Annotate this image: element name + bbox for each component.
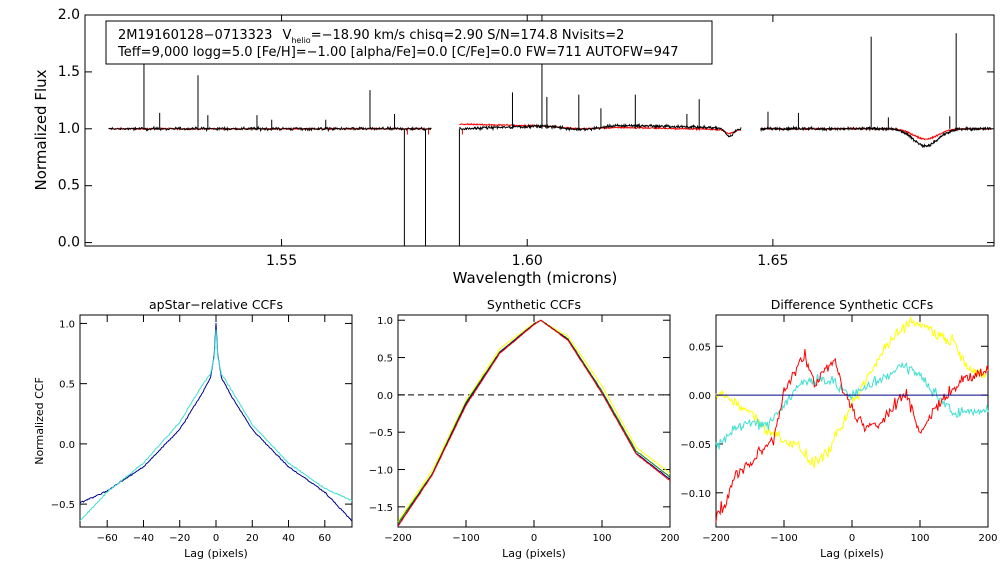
spectrum-ytick-label: 0.5 xyxy=(58,178,80,194)
ccf-difference-xtick-label: −100 xyxy=(770,533,797,544)
spectrum-ytick-label: 2.0 xyxy=(58,7,80,23)
ccf-synthetic-ytick-label: −0.5 xyxy=(369,428,393,439)
ccf-apstar-series xyxy=(79,323,353,522)
ccf-synthetic-ytick-label: 0.0 xyxy=(377,391,393,402)
spectrum-xtick-label: 1.65 xyxy=(757,253,788,269)
ccf-apstar-xtick-label: −60 xyxy=(97,533,118,544)
ccf-apstar-xlabel: Lag (pixels) xyxy=(184,547,248,560)
ccf-apstar-line-visit2 xyxy=(79,329,353,521)
ccf-apstar-ytick-label: 1.0 xyxy=(59,319,75,330)
ccf-apstar-ytick-label: 0.5 xyxy=(59,380,75,391)
spectrum-ticks: 1.55 1.60 1.65 0.0 0.5 1.0 1.5 2.0 xyxy=(58,7,994,269)
spectrum-axes-frame xyxy=(84,14,995,247)
ccf-synthetic-panel: −200 −100 0 100 200 −1.5 −1.0 −0.5 0.0 0.5 1.0 Syn… xyxy=(369,297,680,560)
ccf-synthetic-ytick-label: 1.0 xyxy=(377,316,393,327)
ccf-difference-xtick-label: −200 xyxy=(702,533,729,544)
ccf-apstar-xtick-label: −40 xyxy=(133,533,154,544)
spectrum-ytick-label: 1.5 xyxy=(58,64,80,80)
ccf-apstar-ticks: −60 −40 −20 0 20 40 60 −0.5 0.0 0.5 1.0 xyxy=(51,315,352,544)
ccf-apstar-ytick-label: 0.0 xyxy=(59,440,75,451)
ccf-synthetic-series xyxy=(397,319,671,527)
spectrum-observed-line xyxy=(760,125,992,149)
ccf-difference-xtick-label: 0 xyxy=(849,533,855,544)
annotation-v-rest: =−18.90 km/s chisq=2.90 S/N=174.8 Nvisit… xyxy=(311,28,625,43)
ccf-difference-ytick-label: −0.05 xyxy=(680,440,711,451)
ccf-difference-title: Difference Synthetic CCFs xyxy=(771,297,934,312)
ccf-difference-ytick-label: 0.05 xyxy=(689,342,711,353)
ccf-synthetic-xtick-label: 0 xyxy=(531,533,537,544)
ccf-apstar-panel: −60 −40 −20 0 20 40 60 −0.5 0.0 0.5 1.0 apStar−rel… xyxy=(33,297,353,560)
ccf-apstar-ytick-label: −0.5 xyxy=(51,500,75,511)
ccf-synthetic-ytick-label: 0.5 xyxy=(377,354,393,365)
ccf-apstar-ylabel: Normalized CCF xyxy=(33,377,46,465)
ccf-difference-ytick-label: 0.00 xyxy=(689,391,711,402)
ccf-apstar-xtick-label: 60 xyxy=(318,533,331,544)
ccf-apstar-xtick-label: 20 xyxy=(246,533,259,544)
ccf-apstar-title: apStar−relative CCFs xyxy=(149,297,283,312)
ccf-difference-xtick-label: 200 xyxy=(978,533,997,544)
ccf-synthetic-ytick-label: −1.5 xyxy=(369,503,393,514)
spectrum-ytick-label: 1.0 xyxy=(58,121,80,137)
ccf-synthetic-xtick-label: −200 xyxy=(384,533,411,544)
ccf-apstar-xtick-label: 40 xyxy=(282,533,295,544)
annotation-star: 2M19160128−0713323 xyxy=(118,28,272,43)
ccf-synthetic-line-red xyxy=(397,319,671,527)
annotation-v-sub: helio xyxy=(291,36,310,45)
spectrum-xtick-label: 1.55 xyxy=(266,253,297,269)
ccf-difference-xlabel: Lag (pixels) xyxy=(820,547,884,560)
spectrum-observed-line xyxy=(108,125,432,133)
ccf-synthetic-line-yellow xyxy=(397,319,671,523)
ccf-apstar-line-visit1 xyxy=(79,323,353,522)
ccf-difference-xtick-label: 100 xyxy=(910,533,929,544)
annotation-line-2: Teff=9,000 logg=5.0 [Fe/H]=−1.00 [alpha/… xyxy=(117,45,679,60)
ccf-synthetic-ytick-label: −1.0 xyxy=(369,466,393,477)
spectrum-panel: 1.55 1.60 1.65 0.0 0.5 1.0 1.5 2.0 Normalized F… xyxy=(32,7,995,287)
ccf-apstar-xtick-label: −20 xyxy=(169,533,190,544)
ccf-apstar-xtick-label: 0 xyxy=(213,533,219,544)
spectrum-observed-line xyxy=(458,122,742,138)
ccf-synthetic-xtick-label: −100 xyxy=(452,533,479,544)
ccf-synthetic-ticks: −200 −100 0 100 200 −1.5 −1.0 −0.5 0.0 0.5 1.0 xyxy=(369,315,680,544)
ccf-synthetic-xlabel: Lag (pixels) xyxy=(502,547,566,560)
ccf-difference-line-cyan xyxy=(715,361,989,450)
spectrum-ylabel: Normalized Flux xyxy=(32,69,50,190)
spectrum-annotation-box xyxy=(105,20,713,65)
spectrum-xlabel: Wavelength (microns) xyxy=(453,269,618,287)
spectrum-xtick-label: 1.60 xyxy=(512,253,543,269)
annotation-v-label: V xyxy=(282,28,291,43)
ccf-synthetic-title: Synthetic CCFs xyxy=(487,297,581,312)
ccf-difference-series xyxy=(715,316,989,523)
ccf-synthetic-xtick-label: 200 xyxy=(660,533,679,544)
ccf-difference-ytick-label: −0.10 xyxy=(680,489,711,500)
ccf-difference-line-red xyxy=(715,349,989,523)
ccf-synthetic-xtick-label: 100 xyxy=(592,533,611,544)
ccf-difference-panel: −200 −100 0 100 200 −0.10 −0.05 0.00 0.05 Differ… xyxy=(680,297,997,560)
spectrum-ytick-label: 0.0 xyxy=(58,235,80,251)
ccf-difference-ticks: −200 −100 0 100 200 −0.10 −0.05 0.00 0.05 xyxy=(680,315,998,544)
annotation-line-1: 2M19160128−0713323 Vhelio=−18.90 km/s chi… xyxy=(118,28,624,45)
